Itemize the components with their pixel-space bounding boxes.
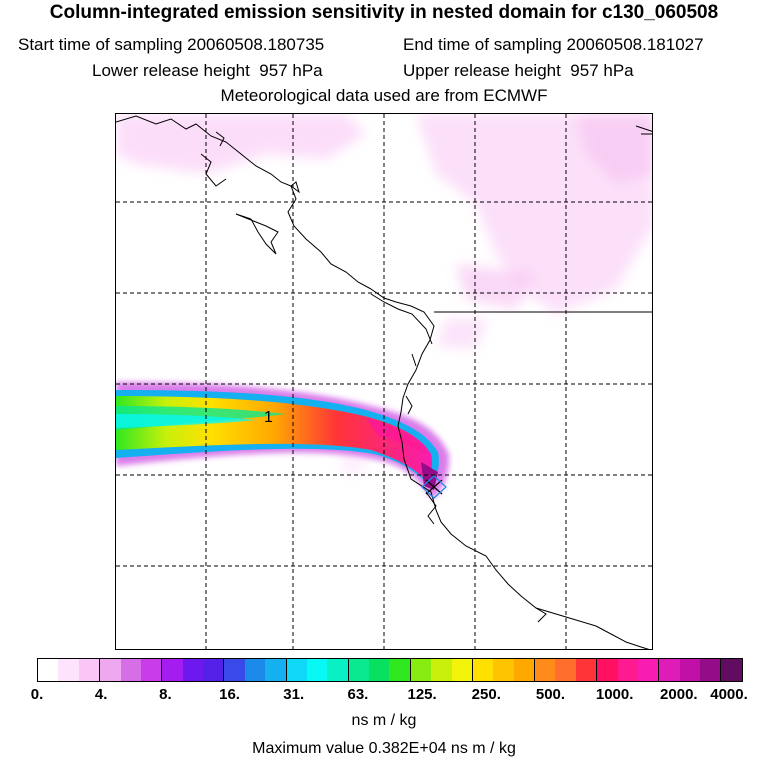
colorbar-swatch [140, 659, 162, 681]
colorbar-swatch [637, 659, 659, 681]
colorbar-unit: ns m / kg [351, 712, 417, 729]
colorbar-swatch [285, 659, 307, 681]
colorbar-swatch [679, 659, 700, 681]
start-label: Start time of sampling [18, 35, 183, 54]
colorbar-tick-label: 125. [407, 686, 437, 703]
end-label: End time of sampling [403, 35, 562, 54]
upper-value: 957 hPa [570, 61, 634, 80]
sampling-end: End time of sampling 20060508.181027 [403, 35, 704, 55]
max-value: Maximum value 0.382E+04 ns m / kg [252, 740, 516, 757]
map-canvas: 1 [116, 114, 652, 649]
colorbar-swatch [327, 659, 348, 681]
colorbar-swatch [58, 659, 79, 681]
colorbar-swatch [575, 659, 597, 681]
colorbar-swatch [244, 659, 266, 681]
map-panel: 1 [115, 113, 653, 650]
colorbar-swatch [369, 659, 390, 681]
colorbar-swatch [431, 659, 452, 681]
colorbar-swatch [700, 659, 721, 681]
colorbar-swatch [38, 659, 59, 681]
colorbar-swatch [596, 659, 618, 681]
end-value: 20060508.181027 [566, 35, 704, 54]
colorbar-tick-label: 4000. [710, 686, 748, 703]
release-upper: Upper release height 957 hPa [403, 61, 634, 81]
colorbar-tick-label: 0. [30, 686, 44, 703]
coastlines [116, 115, 652, 649]
plot-title: Column-integrated emission sensitivity i… [49, 2, 719, 23]
release-point-marker [421, 475, 447, 499]
colorbar-swatch [182, 659, 203, 681]
colorbar-tick-label: 4. [94, 686, 108, 703]
colorbar-tick-label: 31. [283, 686, 305, 703]
colorbar-swatch [347, 659, 369, 681]
lower-label: Lower release height [92, 61, 250, 80]
lat-lon-grid [116, 114, 652, 649]
colorbar-swatch [617, 659, 638, 681]
plume-contour-label: 1 [264, 409, 273, 426]
colorbar-swatch [513, 659, 534, 681]
colorbar-swatch [493, 659, 514, 681]
lower-value: 957 hPa [259, 61, 323, 80]
colorbar-tick-label: 2000. [660, 686, 698, 703]
colorbar-swatch [389, 659, 410, 681]
colorbar-swatch [99, 659, 121, 681]
colorbar-tick-label: 16. [219, 686, 240, 703]
colorbar-swatch [471, 659, 494, 681]
colorbar-swatch [223, 659, 245, 681]
colorbar-tick-label: 500. [535, 686, 566, 703]
release-lower: Lower release height 957 hPa [92, 61, 323, 81]
colorbar-swatch [203, 659, 224, 681]
colorbar [37, 658, 743, 682]
colorbar-swatch [534, 659, 556, 681]
colorbar-swatch [161, 659, 183, 681]
sampling-start: Start time of sampling 20060508.180735 [18, 35, 324, 55]
colorbar-tick-label: 63. [347, 686, 369, 703]
colorbar-tick-label: 1000. [595, 686, 634, 703]
colorbar-swatch [306, 659, 328, 681]
start-value: 20060508.180735 [187, 35, 325, 54]
met-data-note: Meteorological data used are from ECMWF [220, 86, 548, 105]
colorbar-tick-label: 8. [159, 686, 172, 703]
upper-label: Upper release height [403, 61, 561, 80]
colorbar-tick-label: 250. [471, 686, 501, 703]
emission-plume [116, 382, 450, 499]
colorbar-swatch [555, 659, 576, 681]
colorbar-swatch [78, 659, 100, 681]
colorbar-swatch [409, 659, 432, 681]
colorbar-swatch [265, 659, 286, 681]
colorbar-swatch [658, 659, 680, 681]
colorbar-swatch [720, 659, 742, 681]
colorbar-swatch [120, 659, 141, 681]
colorbar-swatch [451, 659, 472, 681]
